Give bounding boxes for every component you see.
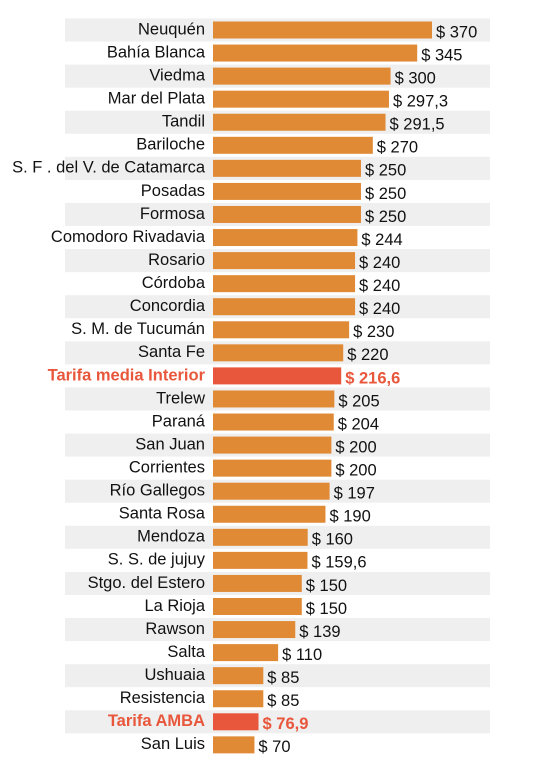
- value-label: $ 244: [361, 231, 402, 249]
- row-band: [65, 664, 490, 688]
- bar: [213, 482, 330, 500]
- value-label: $ 297,3: [393, 93, 448, 111]
- bar: [213, 205, 361, 223]
- row-band: [65, 710, 490, 734]
- category-label: Río Gallegos: [110, 482, 205, 500]
- category-label: Salta: [167, 643, 205, 661]
- value-label: $ 345: [421, 46, 462, 64]
- value-label: $ 110: [282, 646, 322, 664]
- value-label: $ 200: [335, 438, 376, 456]
- category-label: Córdoba: [142, 274, 206, 292]
- value-label: $ 370: [436, 23, 477, 41]
- category-label: Bahía Blanca: [107, 43, 206, 61]
- bar: [213, 44, 418, 62]
- bar: [213, 298, 356, 316]
- bar: [213, 229, 358, 247]
- value-label: $ 250: [365, 162, 406, 180]
- value-label: $ 270: [377, 139, 418, 157]
- value-label: $ 204: [338, 415, 379, 433]
- bar: [213, 275, 356, 293]
- value-label: $ 216,6: [345, 369, 400, 387]
- value-label: $ 250: [365, 185, 406, 203]
- bar: [213, 690, 264, 708]
- value-label: $ 250: [365, 208, 406, 226]
- category-label: Viedma: [149, 66, 205, 84]
- category-label: Paraná: [152, 412, 206, 430]
- value-label: $ 205: [338, 392, 379, 410]
- value-label: $ 76,9: [263, 715, 309, 733]
- value-label: $ 190: [329, 508, 370, 526]
- category-label: Rawson: [145, 620, 205, 638]
- value-label: $ 85: [267, 692, 299, 710]
- category-label: Bariloche: [136, 136, 205, 154]
- bar: [213, 413, 334, 431]
- value-label: $ 240: [359, 300, 400, 318]
- bar: [213, 113, 386, 131]
- category-label: S. M. de Tucumán: [71, 320, 205, 338]
- bar: [213, 182, 361, 200]
- bar: [213, 159, 361, 177]
- category-label: Posadas: [141, 182, 205, 200]
- value-label: $ 200: [335, 461, 376, 479]
- category-label: San Juan: [135, 435, 205, 453]
- category-label: San Luis: [141, 735, 205, 753]
- bar: [213, 505, 326, 523]
- category-label: Corrientes: [129, 458, 205, 476]
- value-label: $ 197: [334, 485, 375, 503]
- category-label: Trelew: [156, 389, 205, 407]
- bar: [213, 551, 308, 569]
- value-label: $ 291,5: [390, 116, 445, 134]
- bar: [213, 390, 335, 408]
- category-label: Mendoza: [137, 528, 206, 546]
- value-label: $ 150: [306, 577, 347, 595]
- bar: [213, 574, 302, 592]
- category-label: Tarifa media Interior: [48, 366, 206, 384]
- value-label: $ 160: [312, 531, 353, 549]
- value-label: $ 139: [299, 623, 340, 641]
- category-label: Stgo. del Estero: [88, 574, 205, 592]
- category-label: Mar del Plata: [108, 90, 206, 108]
- bar: [213, 252, 356, 270]
- category-label: Rosario: [148, 251, 205, 269]
- category-label: Ushuaia: [144, 666, 205, 684]
- value-label: $ 85: [267, 669, 299, 687]
- value-label: $ 220: [347, 346, 388, 364]
- category-label: Tarifa AMBA: [108, 712, 205, 730]
- bar: [213, 621, 296, 639]
- bar: [213, 67, 391, 85]
- category-label: S. F . del V. de Catamarca: [12, 159, 206, 177]
- category-label: Formosa: [140, 205, 206, 223]
- bar: [213, 736, 255, 754]
- bar: [213, 667, 264, 685]
- bar: [213, 90, 389, 108]
- bar: [213, 528, 308, 546]
- category-label: Concordia: [130, 297, 206, 315]
- category-label: Santa Fe: [138, 343, 205, 361]
- bar: [213, 644, 279, 662]
- bar: [213, 367, 342, 385]
- bar: [213, 21, 432, 39]
- bar: [213, 436, 332, 454]
- value-label: $ 70: [258, 738, 290, 756]
- value-label: $ 159,6: [311, 554, 366, 572]
- category-label: Resistencia: [120, 689, 206, 707]
- value-label: $ 300: [395, 69, 436, 87]
- value-label: $ 240: [359, 254, 400, 272]
- value-label: $ 150: [306, 600, 347, 618]
- bar: [213, 713, 259, 731]
- category-label: S. S. de jujuy: [108, 551, 206, 569]
- category-label: Comodoro Rivadavia: [51, 228, 206, 246]
- bar: [213, 459, 332, 477]
- category-label: Tandil: [162, 113, 205, 131]
- bar: [213, 136, 373, 154]
- bar: [213, 344, 344, 362]
- value-label: $ 230: [353, 323, 394, 341]
- category-label: Neuquén: [138, 20, 205, 38]
- category-label: La Rioja: [144, 597, 205, 615]
- bar: [213, 321, 350, 339]
- value-label: $ 240: [359, 277, 400, 295]
- category-label: Santa Rosa: [119, 505, 206, 523]
- bar: [213, 598, 302, 615]
